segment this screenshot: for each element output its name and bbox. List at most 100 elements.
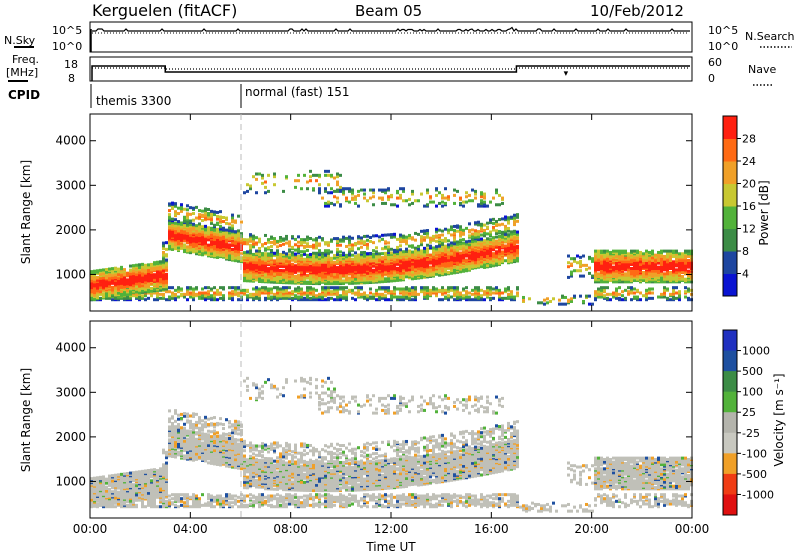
power-cell [402,187,405,191]
power-cell [438,238,441,242]
power-cell [177,295,180,299]
power-cell [213,227,216,231]
power-cell [516,213,519,217]
power-cell [516,219,519,223]
power-cell [597,249,600,253]
power-cell [207,238,210,242]
power-cell [426,234,429,238]
power-cell [192,218,195,222]
power-cell [570,299,573,303]
power-cell [384,294,387,298]
power-cell [543,302,546,306]
power-cell [387,195,390,199]
power-cell [117,280,120,284]
power-cell [249,184,252,188]
power-cell [126,271,129,275]
power-cell [360,265,363,269]
power-cell [405,199,408,203]
power-cell [348,288,351,292]
power-cell [468,264,471,268]
power-cell [513,213,516,217]
power-cell [330,201,333,205]
power-cell [120,281,123,285]
power-cell [339,294,342,298]
power-cell [261,264,264,268]
power-cell [606,292,609,296]
power-cell [192,287,195,291]
power-cell [417,253,420,257]
power-cell [387,288,390,292]
power-cell [561,294,564,298]
power-cell [261,173,264,177]
power-cell [429,253,432,257]
power-cell [453,188,456,192]
power-cell [558,302,561,306]
power-cell [672,260,675,264]
power-cell [213,254,216,258]
date-title: 10/Feb/2012 [590,2,684,20]
power-cell [453,286,456,290]
freq-unit-label: [MHz] [6,66,38,79]
power-cell [255,286,258,290]
power-cell [624,296,627,300]
power-cell [450,225,453,229]
power-cell [657,261,660,265]
power-cell [207,295,210,299]
power-cell [633,256,636,260]
power-cell [204,298,207,302]
power-cell [327,280,330,284]
power-cell [495,188,498,192]
power-cell [231,247,234,251]
power-cell [444,247,447,251]
power-cell [132,294,135,298]
power-cell [441,245,444,249]
power-cell [210,294,213,298]
power-cell [387,241,390,245]
power-cell [423,236,426,240]
power-cell [567,298,570,302]
power-cell [204,251,207,255]
cpid-mode-1: themis 3300 [96,94,171,108]
power-cell [426,231,429,235]
power-cell [444,227,447,231]
power-cell [378,275,381,279]
power-cell [228,222,231,226]
power-cell [594,265,597,269]
power-cell [246,183,249,187]
power-cell [624,256,627,260]
power-cell [387,286,390,290]
power-cell [93,269,96,273]
power-cell [489,250,492,254]
power-cell [102,279,105,283]
power-cell [504,232,507,236]
power-cell [648,265,651,269]
power-cell [351,253,354,257]
power-cell [216,227,219,231]
power-cell [159,277,162,281]
power-cell [402,264,405,268]
power-cell [153,298,156,302]
power-cell [486,232,489,236]
power-cell [465,249,468,253]
power-cell [162,244,165,248]
power-cell [231,290,234,294]
power-cell [240,232,243,236]
power-cell [345,236,348,240]
power-cell [345,196,348,200]
power-cell [402,287,405,291]
power-cell [510,298,513,302]
power-cell [423,257,426,261]
power-cell [351,260,354,264]
power-cell [174,224,177,228]
power-cell [405,235,408,239]
power-cell [237,298,240,302]
power-cell [468,262,471,266]
power-cell [546,297,549,301]
power-cell [378,254,381,258]
power-cell [474,286,477,290]
power-cell [585,263,588,267]
power-cell [483,228,486,232]
power-cell [243,251,246,255]
power-cell [633,279,636,283]
power-cell [411,262,414,266]
